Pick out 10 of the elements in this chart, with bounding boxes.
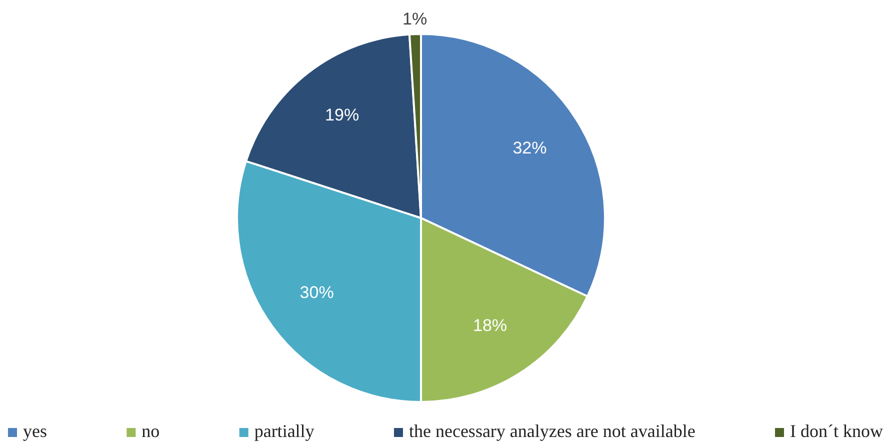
data-label: 1% [402,10,428,29]
legend-label: I don´t know [790,421,883,441]
data-label: 19% [325,106,360,125]
legend-label: the necessary analyzes are not available [408,421,696,441]
data-label: 18% [473,316,508,336]
legend-label: partially [254,421,314,441]
legend-label: no [142,421,160,441]
data-label: 30% [300,283,334,302]
data-label: 32% [512,138,547,158]
legend-label: yes [23,421,47,441]
